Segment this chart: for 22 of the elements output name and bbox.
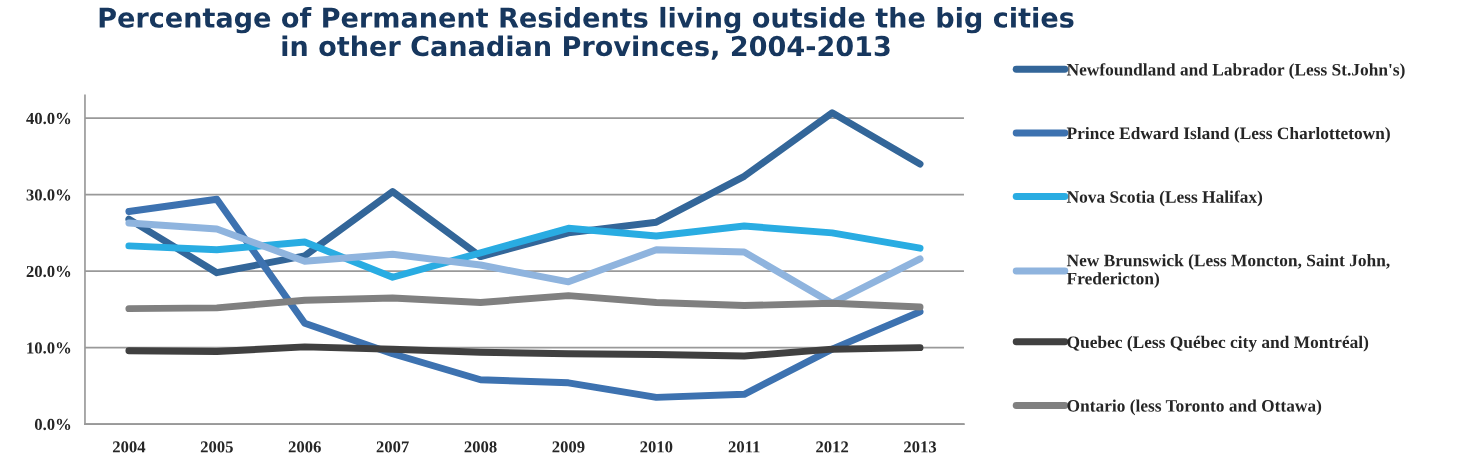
legend-label: New Brunswick (Less Moncton, Saint John, Fredericton)	[1066, 254, 1390, 288]
x-tick-label: 2011	[728, 441, 760, 453]
y-tick-label: 40.0%	[26, 112, 71, 125]
y-tick-label: 20.0%	[26, 265, 71, 278]
chart-title: Percentage of Permanent Residents living outside the big cities in other Canadian Provinces, 2004-2013	[99, 6, 1074, 60]
y-tick-label: 10.0%	[27, 342, 71, 354]
legend-label: Ontario (less Toronto and Ottawa)	[1067, 399, 1322, 416]
x-tick-label: 2010	[640, 441, 673, 453]
x-tick-label: 2005	[200, 441, 233, 453]
legend-label: Nova Scotia (Less Halifax)	[1066, 190, 1263, 207]
x-tick-label: 2006	[288, 441, 321, 453]
y-tick-label: 30.0%	[26, 189, 71, 201]
x-tick-label: 2009	[552, 441, 585, 453]
x-tick-label: 2004	[112, 441, 146, 453]
y-tick-label: 0.0%	[34, 418, 71, 431]
x-tick-label: 2012	[816, 441, 849, 453]
x-tick-label: 2008	[464, 441, 497, 453]
legend-label: Quebec (Less Québec city and Montréal)	[1067, 335, 1369, 352]
x-tick-label: 2007	[376, 441, 409, 453]
legend-label: Newfoundland and Labrador (Less St.John's)	[1066, 63, 1405, 80]
legend-label: Prince Edward Island (Less Charlottetown)	[1066, 126, 1390, 143]
x-tick-label: 2013	[904, 441, 937, 453]
